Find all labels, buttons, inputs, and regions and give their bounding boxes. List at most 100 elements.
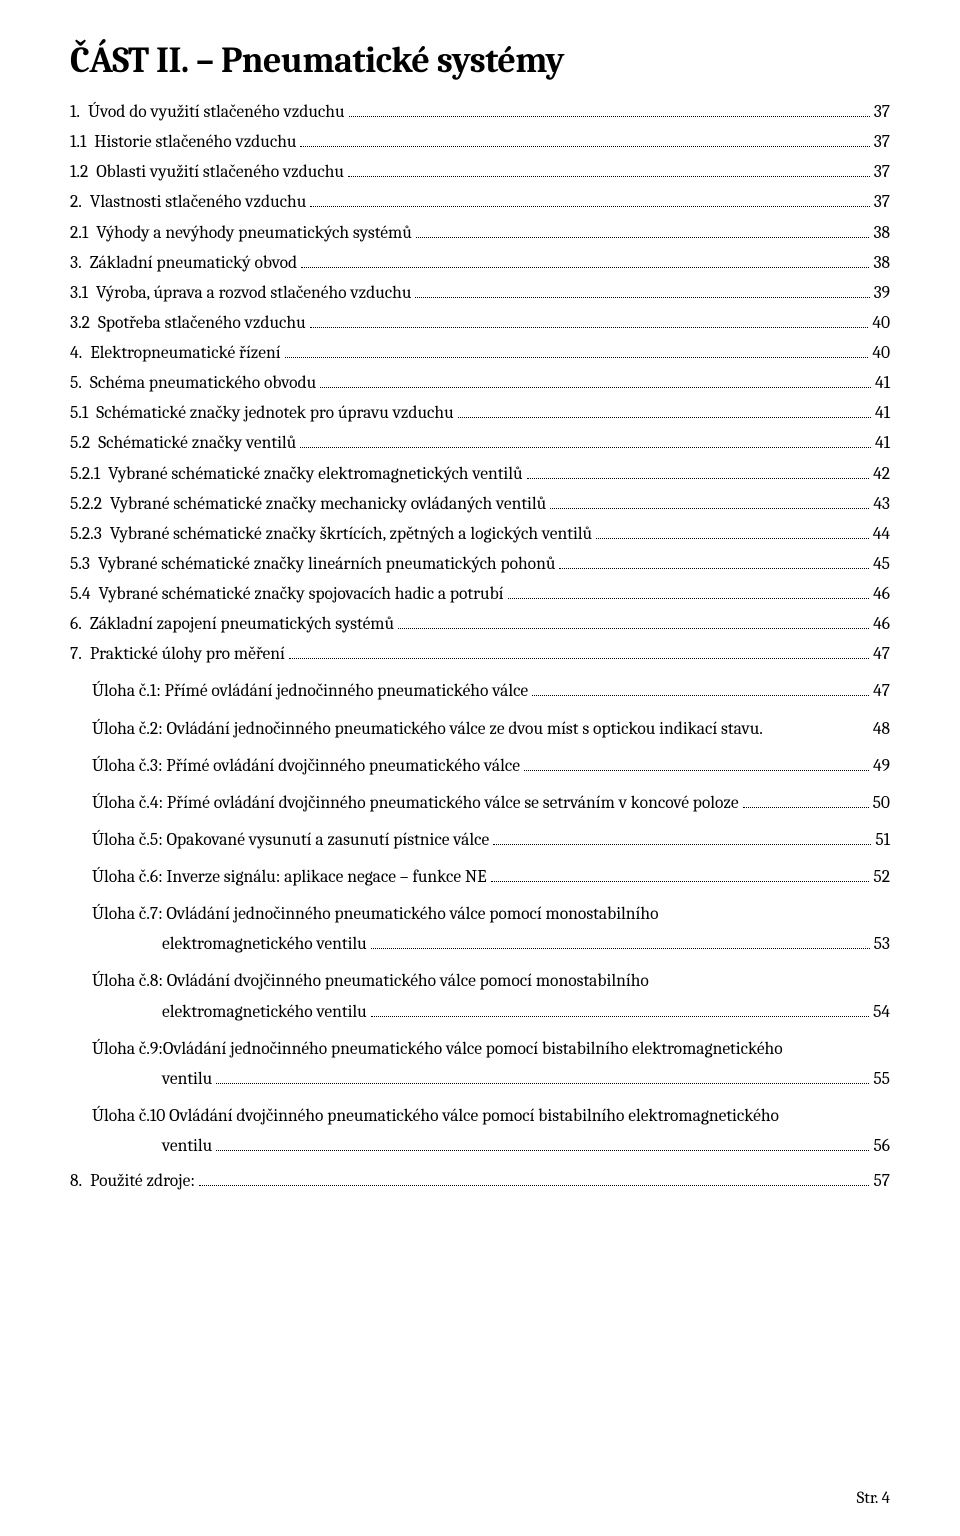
toc-number: 3.2 [70, 310, 90, 337]
toc-entry: 1.Úvod do využití stlačeného vzduchu37 [70, 99, 890, 126]
toc-leader [216, 1150, 869, 1151]
task-text: Úloha č.1: Přímé ovládání jednočinného p… [92, 678, 528, 705]
task-page: 51 [875, 827, 890, 854]
toc-text: Historie stlačeného vzduchu [94, 129, 296, 156]
task-text: Úloha č.10 Ovládání dvojčinného pneumati… [92, 1103, 779, 1130]
toc-entry: 5.4 Vybrané schématické značky spojovacíc… [70, 581, 890, 608]
toc-page: 38 [873, 220, 890, 247]
toc-leader [458, 417, 871, 418]
toc-text: Výhody a nevýhody pneumatických systémů [96, 220, 412, 247]
toc-entry: 7.Praktické úlohy pro měření47 [70, 641, 890, 668]
toc-text: Použité zdroje: [90, 1168, 195, 1195]
last-entry-container: 8.Použité zdroje:57 [70, 1168, 890, 1195]
toc-entry: 5.2 Schématické značky ventilů 41 [70, 430, 890, 457]
toc-leader [371, 948, 870, 949]
task-entry: Úloha č.10 Ovládání dvojčinného pneumati… [70, 1103, 890, 1130]
toc-text: Vybrané schématické značky spojovacích h… [99, 581, 504, 608]
task-entry: Úloha č.4: Přímé ovládání dvojčinného pn… [70, 790, 890, 817]
toc-leader [743, 807, 869, 808]
task-text: Úloha č.3: Přímé ovládání dvojčinného pn… [92, 753, 520, 780]
task-entry: Úloha č.2: Ovládání jednočinného pneumat… [70, 716, 890, 743]
task-entry: Úloha č.9:Ovládání jednočinného pneumati… [70, 1036, 890, 1063]
toc-text: Vybrané schématické značky lineárních pn… [98, 551, 555, 578]
toc-number: 1.1 [70, 129, 86, 156]
task-text-cont: ventilu [162, 1066, 212, 1093]
page-footer: Str. 4 [857, 1489, 890, 1508]
toc-leader [398, 628, 869, 629]
toc-leader [320, 387, 871, 388]
toc-number: 6. [70, 611, 82, 638]
toc-leader [199, 1185, 870, 1186]
toc-text: Úvod do využití stlačeného vzduchu [88, 99, 345, 126]
task-entry-cont: elektromagnetického ventilu54 [70, 999, 890, 1026]
toc-leader [371, 1016, 869, 1017]
task-page: 50 [873, 790, 890, 817]
toc-text: Výroba, úprava a rozvod stlačeného vzduc… [96, 280, 411, 307]
task-entry: Úloha č.8: Ovládání dvojčinného pneumati… [70, 968, 890, 995]
toc-page: 46 [873, 611, 890, 638]
toc-entry: 5.2.1Vybrané schématické značky elektrom… [70, 461, 890, 488]
toc-text: Oblasti využití stlačeného vzduchu [96, 159, 344, 186]
task-text: Úloha č.6: Inverze signálu: aplikace neg… [92, 864, 487, 891]
toc-entry: 5.2.2 Vybrané schématické značky mechanic… [70, 491, 890, 518]
task-text: Úloha č.2: Ovládání jednočinného pneumat… [92, 716, 763, 743]
toc-entry: 3.2Spotřeba stlačeného vzduchu40 [70, 310, 890, 337]
task-page: 52 [873, 864, 890, 891]
toc-page: 46 [873, 581, 890, 608]
toc-page: 41 [875, 430, 890, 457]
toc-leader [348, 176, 870, 177]
toc-leader [550, 508, 869, 509]
toc-entry: 5.2.3Vybrané schématické značky škrtícíc… [70, 521, 890, 548]
toc-number: 2.1 [70, 220, 88, 247]
toc-page: 37 [874, 189, 890, 216]
toc-page: 41 [875, 370, 890, 397]
toc-page: 47 [873, 641, 890, 668]
toc-number: 5.2 [70, 430, 90, 457]
toc-page: 41 [875, 400, 890, 427]
toc-text: Vybrané schématické značky škrtících, zp… [110, 521, 592, 548]
toc-entry: 3.1Výroba, úprava a rozvod stlačeného vz… [70, 280, 890, 307]
task-page: 49 [873, 753, 890, 780]
toc-text: Schématické značky jednotek pro úpravu v… [96, 400, 453, 427]
toc-leader [532, 695, 869, 696]
toc-leader [300, 146, 869, 147]
tasks-container: Úloha č.1: Přímé ovládání jednočinného p… [70, 678, 890, 1160]
toc-number: 5.4 [70, 581, 91, 608]
toc-text: Praktické úlohy pro měření [90, 641, 285, 668]
toc-number: 5.3 [70, 551, 90, 578]
toc-entry: 5.3 Vybrané schématické značky lineárních… [70, 551, 890, 578]
task-page: 48 [873, 716, 890, 743]
toc-page: 43 [873, 491, 890, 518]
task-text: Úloha č.4: Přímé ovládání dvojčinného pn… [92, 790, 739, 817]
toc-number: 1. [70, 99, 80, 126]
toc-entry: 6.Základní zapojení pneumatických systém… [70, 611, 890, 638]
toc-text: Vlastnosti stlačeného vzduchu [90, 189, 306, 216]
task-entry-cont: ventilu56 [70, 1133, 890, 1160]
toc-number: 1.2 [70, 159, 88, 186]
toc-text: Spotřeba stlačeného vzduchu [98, 310, 306, 337]
toc-text: Základní pneumatický obvod [90, 250, 297, 277]
toc-text: Vybrané schématické značky mechanicky ov… [110, 491, 546, 518]
task-entry: Úloha č.6: Inverze signálu: aplikace neg… [70, 864, 890, 891]
toc-number: 5. [70, 370, 82, 397]
toc-number: 3. [70, 250, 82, 277]
toc-number: 5.1 [70, 400, 88, 427]
toc-container: 1. Úvod do využití stlačeného vzduchu 37 1.… [70, 99, 890, 668]
toc-text: Elektropneumatické řízení [90, 340, 280, 367]
toc-leader [508, 598, 870, 599]
toc-number: 5.2.2 [70, 491, 102, 518]
task-page: 55 [873, 1066, 890, 1093]
document-page: ČÁST II. – Pneumatické systémy 1.Úvod do… [0, 0, 960, 1536]
toc-leader [301, 267, 869, 268]
toc-leader [415, 297, 869, 298]
toc-page: 45 [873, 551, 890, 578]
toc-leader [491, 881, 870, 882]
toc-entry: 1.1Historie stlačeného vzduchu37 [70, 129, 890, 156]
toc-text: Schématické značky ventilů [98, 430, 296, 457]
toc-text: Schéma pneumatického obvodu [90, 370, 316, 397]
task-entry: Úloha č.7: Ovládání jednočinného pneumat… [70, 901, 890, 928]
toc-entry: 5. Schéma pneumatického obvodu 41 [70, 370, 890, 397]
toc-page: 38 [873, 250, 890, 277]
toc-leader [416, 237, 870, 238]
toc-number: 4. [70, 340, 82, 367]
